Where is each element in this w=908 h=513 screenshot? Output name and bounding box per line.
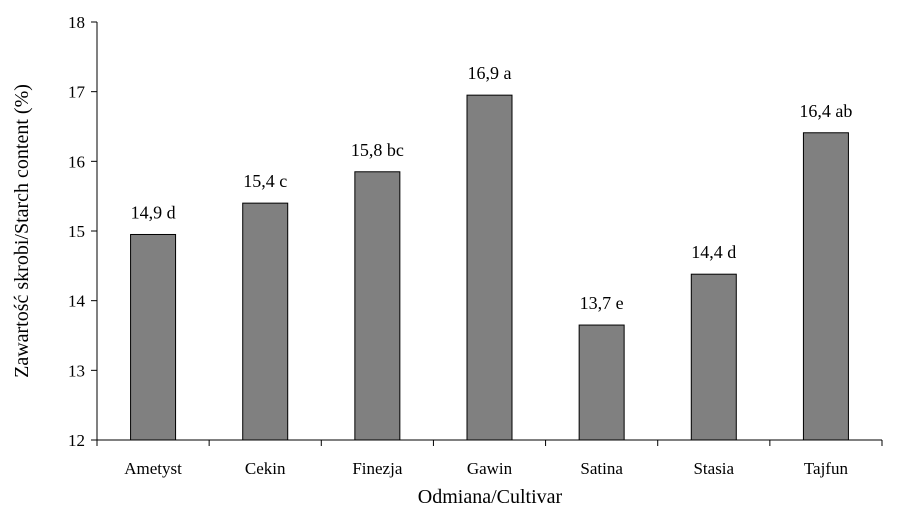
x-tick-label: Tajfun xyxy=(804,459,849,478)
x-tick-label: Finezja xyxy=(352,459,402,478)
x-tick-label: Ametyst xyxy=(124,459,182,478)
data-label: 15,8 bc xyxy=(351,140,404,160)
x-tick-label: Gawin xyxy=(467,459,513,478)
y-tick-label: 17 xyxy=(68,83,86,102)
bar-ametyst xyxy=(130,233,177,441)
bar-satina xyxy=(578,324,625,441)
y-tick-label: 15 xyxy=(68,222,85,241)
y-tick-label: 12 xyxy=(68,431,85,450)
x-tick-label: Stasia xyxy=(693,459,734,478)
y-tick-label: 16 xyxy=(68,152,85,171)
data-label: 16,4 ab xyxy=(799,101,852,121)
data-label: 16,9 a xyxy=(468,63,512,83)
y-tick-label: 18 xyxy=(68,13,85,32)
bar-finezja xyxy=(354,171,401,441)
x-tick-label: Satina xyxy=(580,459,623,478)
x-tick-label: Cekin xyxy=(245,459,286,478)
data-label: 15,4 c xyxy=(243,171,287,191)
x-axis-title: Odmiana/Cultivar xyxy=(418,486,563,508)
x-axis-ticks: Ametyst Cekin Finezja Gawin Satina Stasia Tajf… xyxy=(96,440,883,478)
data-label: 14,4 d xyxy=(691,242,736,262)
bar-stasia xyxy=(690,273,737,441)
bar-tajfun xyxy=(802,132,849,441)
y-axis-ticks: 12 13 14 15 16 17 18 xyxy=(68,13,97,450)
bar-gawin xyxy=(466,94,513,441)
data-label: 13,7 e xyxy=(580,293,624,313)
y-tick-label: 14 xyxy=(68,292,86,311)
bars-group: 14,9 d 15,4 c 15,8 bc 16,9 a 13,7 e 14,4 d 16,… xyxy=(130,63,852,441)
y-tick-label: 13 xyxy=(68,361,85,380)
y-axis-title: Zawartość skrobi/Starch content (%) xyxy=(11,84,33,378)
data-label: 14,9 d xyxy=(131,202,176,222)
bar-cekin xyxy=(242,202,289,441)
